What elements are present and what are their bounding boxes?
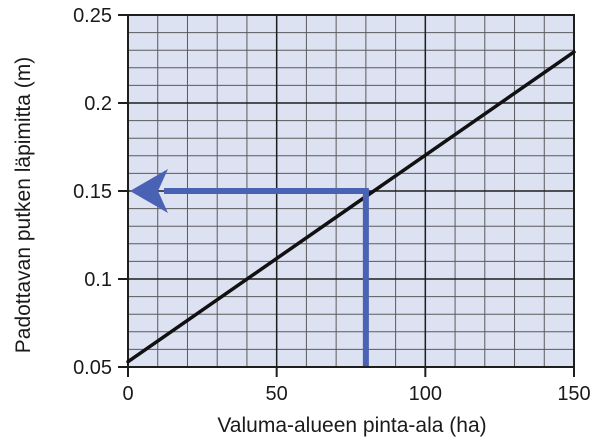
x-tick-label: 50 bbox=[266, 383, 288, 405]
tick-marks bbox=[118, 14, 575, 377]
y-tick-label: 0.2 bbox=[84, 93, 112, 115]
annotation-arrow bbox=[130, 169, 369, 366]
y-tick-label: 0.1 bbox=[84, 269, 112, 291]
y-tick-label: 0.15 bbox=[73, 181, 112, 203]
x-tick-label: 150 bbox=[557, 383, 590, 405]
y-tick-label: 0.25 bbox=[73, 5, 112, 27]
y-tick-label: 0.05 bbox=[73, 357, 112, 379]
arrow-head bbox=[130, 169, 168, 213]
y-tick-labels: 0.05 0.1 0.15 0.2 0.25 bbox=[73, 5, 112, 379]
x-axis-label: Valuma-alueen pinta-ala (ha) bbox=[217, 414, 486, 437]
arrow-shaft bbox=[164, 188, 369, 366]
data-line bbox=[126, 50, 576, 364]
y-axis-label: Padottavan putken läpimitta (m) bbox=[12, 57, 35, 353]
x-tick-labels: 0 50 100 150 bbox=[122, 383, 590, 405]
x-tick-label: 0 bbox=[122, 383, 133, 405]
x-tick-label: 100 bbox=[409, 383, 442, 405]
